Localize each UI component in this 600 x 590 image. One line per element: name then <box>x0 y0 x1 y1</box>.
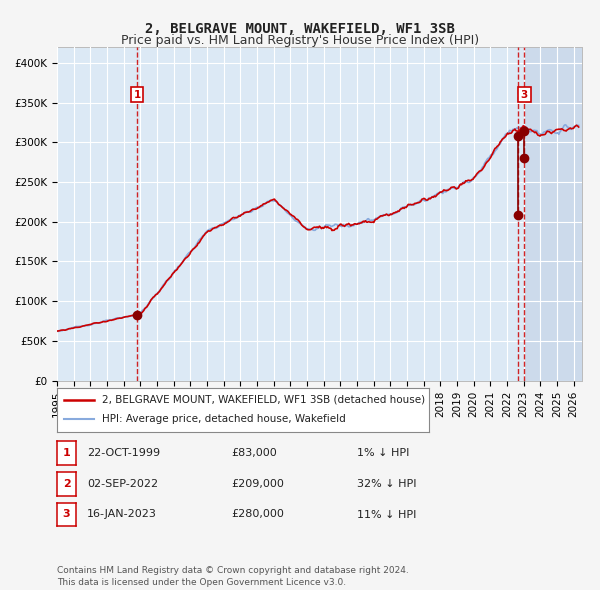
Text: £83,000: £83,000 <box>231 448 277 458</box>
Text: 1: 1 <box>134 90 141 100</box>
Text: 3: 3 <box>521 90 528 100</box>
Text: 2: 2 <box>63 479 70 489</box>
Text: 16-JAN-2023: 16-JAN-2023 <box>87 510 157 519</box>
Text: 11% ↓ HPI: 11% ↓ HPI <box>357 510 416 519</box>
Text: 1: 1 <box>63 448 70 458</box>
Text: 2, BELGRAVE MOUNT, WAKEFIELD, WF1 3SB: 2, BELGRAVE MOUNT, WAKEFIELD, WF1 3SB <box>145 22 455 37</box>
Text: 02-SEP-2022: 02-SEP-2022 <box>87 479 158 489</box>
Text: Price paid vs. HM Land Registry's House Price Index (HPI): Price paid vs. HM Land Registry's House … <box>121 34 479 47</box>
Text: £209,000: £209,000 <box>231 479 284 489</box>
Text: HPI: Average price, detached house, Wakefield: HPI: Average price, detached house, Wake… <box>101 414 346 424</box>
Text: £280,000: £280,000 <box>231 510 284 519</box>
Text: Contains HM Land Registry data © Crown copyright and database right 2024.
This d: Contains HM Land Registry data © Crown c… <box>57 566 409 587</box>
Text: 3: 3 <box>63 510 70 519</box>
Text: 22-OCT-1999: 22-OCT-1999 <box>87 448 160 458</box>
Text: 1% ↓ HPI: 1% ↓ HPI <box>357 448 409 458</box>
Text: 2, BELGRAVE MOUNT, WAKEFIELD, WF1 3SB (detached house): 2, BELGRAVE MOUNT, WAKEFIELD, WF1 3SB (d… <box>101 395 425 405</box>
Bar <box>526 47 582 381</box>
Text: 32% ↓ HPI: 32% ↓ HPI <box>357 479 416 489</box>
Bar <box>526 47 582 381</box>
